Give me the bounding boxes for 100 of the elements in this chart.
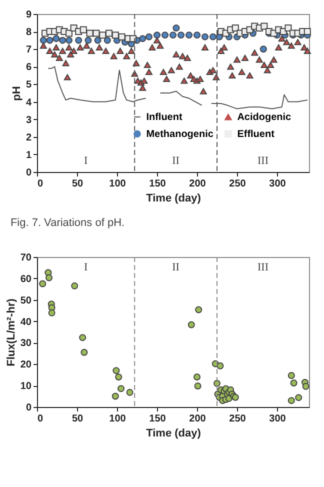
point bbox=[48, 309, 56, 316]
x-tick-label: 0 bbox=[38, 414, 44, 424]
point bbox=[194, 382, 202, 390]
y-tick-label: 2 bbox=[26, 132, 32, 144]
point bbox=[46, 36, 54, 44]
point bbox=[118, 33, 126, 40]
annotation: I bbox=[84, 262, 88, 274]
point bbox=[92, 30, 100, 37]
annotation: II bbox=[172, 154, 180, 167]
y-tick-label: 3 bbox=[26, 114, 32, 126]
point bbox=[260, 46, 267, 53]
point bbox=[112, 32, 119, 39]
point bbox=[178, 32, 184, 39]
point bbox=[202, 33, 208, 40]
point bbox=[46, 274, 52, 282]
point bbox=[39, 280, 46, 288]
x-tick-label: 100 bbox=[109, 414, 126, 424]
y-tick-label: 60 bbox=[20, 274, 32, 285]
point bbox=[118, 385, 124, 392]
point bbox=[284, 24, 292, 32]
point bbox=[112, 367, 120, 374]
point bbox=[79, 334, 86, 342]
point bbox=[288, 397, 295, 404]
point bbox=[139, 35, 146, 42]
y-tick-label: 10 bbox=[20, 381, 32, 392]
legend-label: Methanogenic bbox=[146, 128, 214, 140]
point bbox=[186, 32, 192, 39]
x-tick-label: 250 bbox=[229, 178, 246, 190]
y-tick-label: 9 bbox=[26, 10, 32, 20]
legend-label: Effluent bbox=[237, 128, 276, 140]
x-tick-label: 200 bbox=[189, 178, 206, 190]
point bbox=[302, 382, 310, 390]
y-tick-label: 20 bbox=[20, 360, 32, 371]
point bbox=[94, 36, 102, 44]
point bbox=[170, 32, 176, 39]
annotation: III bbox=[258, 262, 269, 274]
x-axis-title: Time (day) bbox=[146, 428, 202, 440]
annotation: II bbox=[172, 262, 180, 274]
point bbox=[288, 372, 295, 379]
point bbox=[295, 394, 302, 402]
point bbox=[260, 22, 268, 30]
point bbox=[75, 36, 82, 44]
point bbox=[194, 32, 200, 39]
point bbox=[115, 374, 122, 380]
legend-label: Acidogenic bbox=[237, 112, 292, 123]
point bbox=[195, 306, 202, 314]
y-tick-label: 0 bbox=[26, 168, 32, 178]
point bbox=[71, 282, 78, 290]
y-tick-label: 40 bbox=[20, 316, 32, 328]
point bbox=[126, 388, 134, 396]
x-tick-label: 300 bbox=[269, 178, 286, 190]
y-tick-label: 8 bbox=[26, 27, 32, 38]
point bbox=[66, 30, 72, 37]
point bbox=[84, 36, 92, 44]
point bbox=[162, 32, 168, 39]
point bbox=[210, 33, 216, 40]
point bbox=[216, 362, 224, 370]
point bbox=[188, 321, 195, 328]
point bbox=[106, 30, 112, 37]
x-tick-label: 0 bbox=[38, 178, 44, 190]
x-axis-title: Time (day) bbox=[146, 192, 202, 204]
y-tick-label: 70 bbox=[20, 252, 32, 264]
y-axis-title: pH bbox=[10, 86, 23, 101]
point bbox=[104, 36, 111, 44]
x-tick-label: 300 bbox=[269, 414, 286, 424]
point bbox=[194, 374, 200, 380]
annotation: I bbox=[84, 154, 88, 167]
y-axis-title: Flux(L/m²-hr) bbox=[5, 298, 18, 366]
caption: Fig. 7. Variations of pH. bbox=[10, 217, 125, 229]
x-tick-label: 50 bbox=[72, 178, 84, 190]
x-tick-label: 100 bbox=[109, 178, 126, 190]
y-tick-label: 30 bbox=[20, 338, 32, 350]
point bbox=[304, 28, 311, 36]
point bbox=[172, 24, 180, 32]
point bbox=[66, 36, 72, 44]
point bbox=[99, 32, 106, 39]
legend-label: Influent bbox=[146, 112, 183, 123]
point bbox=[80, 348, 88, 356]
y-tick-label: 0 bbox=[26, 402, 32, 414]
y-tick-label: 1 bbox=[26, 150, 32, 161]
y-tick-label: 4 bbox=[26, 97, 32, 108]
y-tick-label: 5 bbox=[26, 80, 32, 91]
point bbox=[40, 36, 47, 44]
y-tick-label: 50 bbox=[20, 295, 32, 306]
x-tick-label: 50 bbox=[72, 414, 84, 424]
x-tick-label: 250 bbox=[229, 414, 246, 424]
y-tick-label: 6 bbox=[26, 62, 32, 74]
point bbox=[130, 35, 136, 42]
point bbox=[52, 35, 60, 42]
point bbox=[154, 32, 160, 39]
point bbox=[59, 36, 66, 44]
point bbox=[80, 26, 87, 34]
point bbox=[112, 392, 119, 400]
x-tick-label: 200 bbox=[189, 414, 206, 424]
annotation: III bbox=[258, 154, 269, 167]
x-tick-label: 150 bbox=[149, 178, 166, 190]
y-tick-label: 7 bbox=[26, 44, 32, 56]
point bbox=[290, 380, 298, 386]
x-tick-label: 150 bbox=[149, 414, 166, 424]
point bbox=[146, 33, 152, 40]
